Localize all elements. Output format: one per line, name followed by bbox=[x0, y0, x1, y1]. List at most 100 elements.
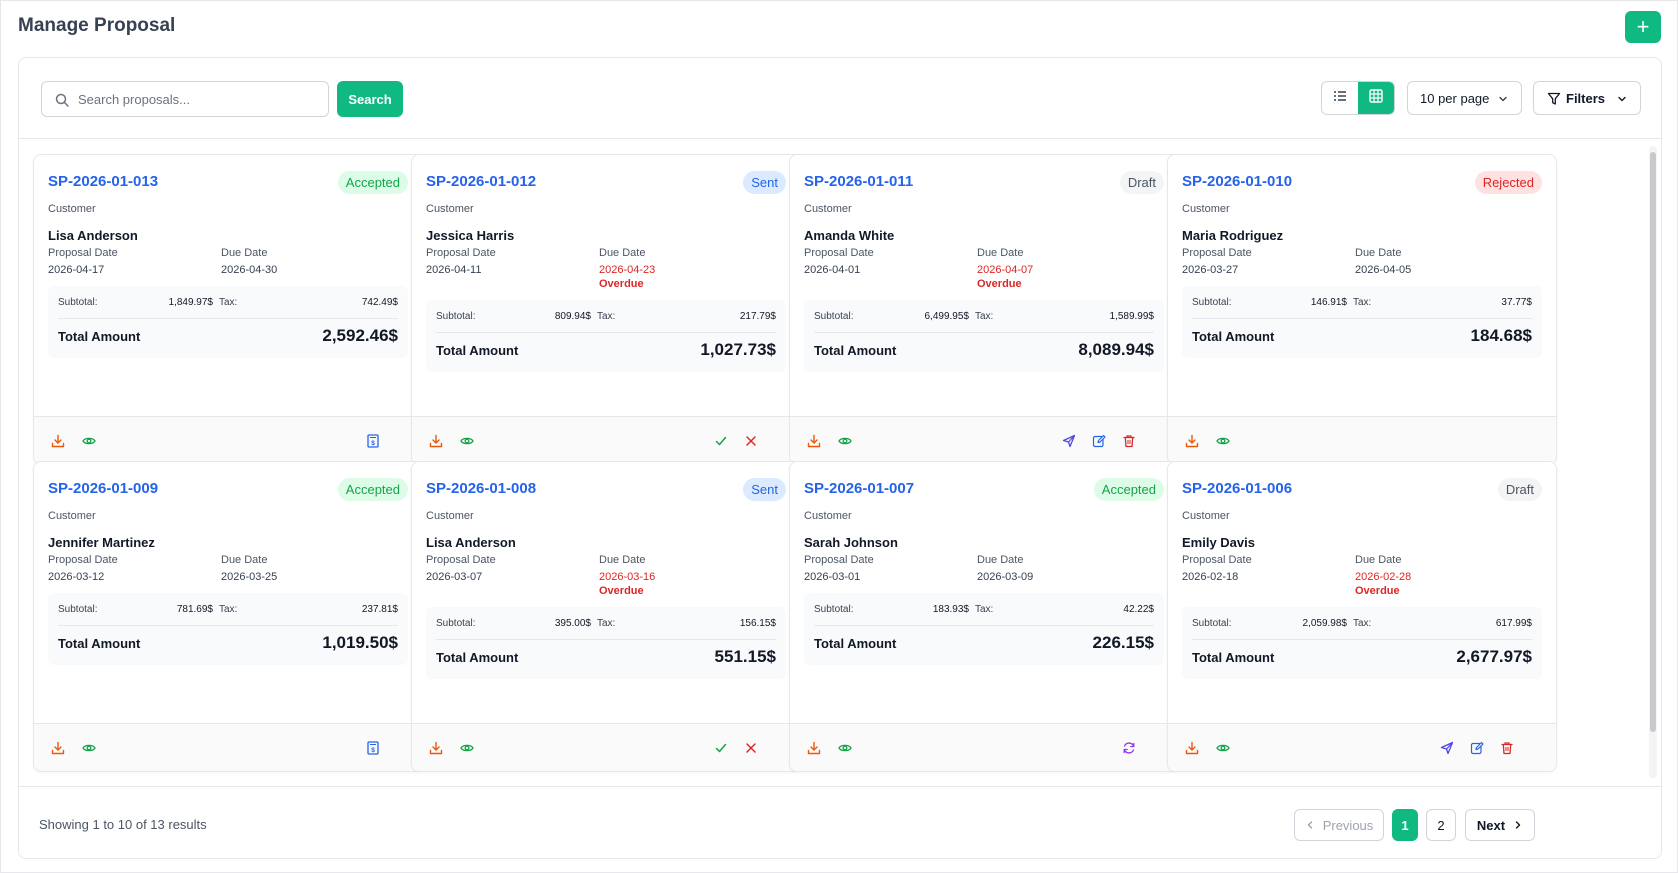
customer-label: Customer bbox=[48, 203, 96, 215]
view-icon bbox=[460, 434, 474, 448]
proposal-number-link[interactable]: SP-2026-01-007 bbox=[804, 480, 915, 497]
invoice-action-button[interactable]: $ bbox=[364, 739, 382, 757]
view-toggle bbox=[1321, 81, 1395, 115]
customer-name: Lisa Anderson bbox=[426, 535, 516, 550]
subtotal-label: Subtotal: bbox=[1192, 297, 1232, 308]
scrollbar[interactable] bbox=[1649, 146, 1657, 778]
view-action-button[interactable] bbox=[458, 432, 476, 450]
add-proposal-button[interactable]: + bbox=[1625, 11, 1661, 43]
page-title: Manage Proposal bbox=[18, 15, 176, 36]
proposal-number-link[interactable]: SP-2026-01-012 bbox=[426, 173, 537, 190]
total-amount-label: Total Amount bbox=[58, 329, 141, 344]
page-button-2[interactable]: 2 bbox=[1426, 809, 1456, 841]
customer-label: Customer bbox=[804, 203, 852, 215]
previous-label: Previous bbox=[1322, 817, 1374, 833]
send-action-button[interactable] bbox=[1438, 739, 1456, 757]
status-badge: Draft bbox=[1119, 171, 1164, 194]
view-action-button[interactable] bbox=[458, 739, 476, 757]
tax-value: 37.77$ bbox=[1501, 297, 1532, 308]
proposal-date-label: Proposal Date bbox=[48, 554, 118, 566]
edit-action-button[interactable] bbox=[1090, 432, 1108, 450]
total-amount-value: 8,089.94$ bbox=[1078, 340, 1154, 359]
download-action-button[interactable] bbox=[1183, 432, 1201, 450]
view-action-button[interactable] bbox=[836, 739, 854, 757]
view-action-button[interactable] bbox=[80, 432, 98, 450]
accept-icon bbox=[714, 434, 728, 448]
status-badge: Sent bbox=[743, 478, 786, 501]
send-action-button[interactable] bbox=[1060, 432, 1078, 450]
due-date-value: 2026-03-09 bbox=[977, 571, 1034, 583]
delete-icon bbox=[1122, 434, 1136, 448]
proposal-number-link[interactable]: SP-2026-01-013 bbox=[48, 173, 159, 190]
filters-button[interactable]: Filters bbox=[1533, 81, 1641, 115]
customer-label: Customer bbox=[426, 510, 474, 522]
total-amount-value: 2,677.97$ bbox=[1456, 647, 1532, 666]
customer-name: Jessica Harris bbox=[426, 228, 515, 243]
edit-icon bbox=[1092, 434, 1106, 448]
accept-action-button[interactable] bbox=[712, 432, 730, 450]
view-icon bbox=[82, 741, 96, 755]
filter-icon bbox=[1547, 92, 1561, 109]
reject-action-button[interactable] bbox=[742, 739, 760, 757]
subtotal-value: 2,059.98$ bbox=[1302, 618, 1348, 629]
proposal-date-value: 2026-04-11 bbox=[426, 264, 482, 276]
previous-page-button[interactable]: Previous bbox=[1294, 809, 1384, 841]
download-action-button[interactable] bbox=[427, 432, 445, 450]
subtotal-value: 146.91$ bbox=[1310, 297, 1347, 308]
due-date-value: 2026-03-25 bbox=[221, 571, 278, 583]
tax-label: Tax: bbox=[975, 604, 994, 615]
view-action-button[interactable] bbox=[836, 432, 854, 450]
download-action-button[interactable] bbox=[49, 432, 67, 450]
scrollbar-thumb[interactable] bbox=[1650, 152, 1656, 732]
customer-label: Customer bbox=[48, 510, 96, 522]
view-action-button[interactable] bbox=[1214, 739, 1232, 757]
edit-action-button[interactable] bbox=[1468, 739, 1486, 757]
totals-box: Subtotal: 146.91$ Tax: 37.77$ Total Amount 18… bbox=[1182, 286, 1542, 358]
delete-action-button[interactable] bbox=[1120, 432, 1138, 450]
customer-name: Sarah Johnson bbox=[804, 535, 898, 550]
download-icon bbox=[1185, 741, 1199, 755]
overdue-label: Overdue bbox=[599, 278, 644, 290]
refresh-icon bbox=[1122, 741, 1136, 755]
tax-value: 156.15$ bbox=[739, 618, 776, 629]
accept-action-button[interactable] bbox=[712, 739, 730, 757]
proposal-number-link[interactable]: SP-2026-01-011 bbox=[804, 173, 914, 190]
accept-icon bbox=[714, 741, 728, 755]
proposal-card: SP-2026-01-007 Accepted Customer Sarah John… bbox=[789, 461, 1179, 772]
due-date-label: Due Date bbox=[221, 247, 268, 259]
refresh-action-button[interactable] bbox=[1120, 739, 1138, 757]
view-action-button[interactable] bbox=[80, 739, 98, 757]
proposal-number-link[interactable]: SP-2026-01-009 bbox=[48, 480, 159, 497]
send-icon bbox=[1440, 741, 1454, 755]
due-date-value: 2026-04-07 bbox=[977, 264, 1034, 276]
search-input[interactable] bbox=[78, 82, 323, 116]
proposal-number-link[interactable]: SP-2026-01-006 bbox=[1182, 480, 1293, 497]
totals-box: Subtotal: 6,499.95$ Tax: 1,589.99$ Total Amo… bbox=[804, 300, 1164, 372]
download-action-button[interactable] bbox=[1183, 739, 1201, 757]
tax-label: Tax: bbox=[1353, 297, 1372, 308]
invoice-action-button[interactable]: $ bbox=[364, 432, 382, 450]
proposal-date-label: Proposal Date bbox=[804, 554, 874, 566]
totals-divider bbox=[58, 625, 398, 626]
total-amount-value: 184.68$ bbox=[1470, 326, 1532, 345]
download-action-button[interactable] bbox=[805, 432, 823, 450]
list-view-button[interactable] bbox=[1322, 82, 1358, 114]
due-date-label: Due Date bbox=[599, 554, 646, 566]
totals-divider bbox=[1192, 639, 1532, 640]
download-action-button[interactable] bbox=[805, 739, 823, 757]
reject-action-button[interactable] bbox=[742, 432, 760, 450]
search-button[interactable]: Search bbox=[337, 81, 403, 117]
totals-box: Subtotal: 2,059.98$ Tax: 617.99$ Total Amoun… bbox=[1182, 607, 1542, 679]
grid-view-button[interactable] bbox=[1358, 82, 1394, 114]
view-action-button[interactable] bbox=[1214, 432, 1232, 450]
card-actions: $ bbox=[34, 723, 422, 771]
download-action-button[interactable] bbox=[427, 739, 445, 757]
download-action-button[interactable] bbox=[49, 739, 67, 757]
proposal-number-link[interactable]: SP-2026-01-010 bbox=[1182, 173, 1293, 190]
delete-action-button[interactable] bbox=[1498, 739, 1516, 757]
next-page-button[interactable]: Next bbox=[1465, 809, 1535, 841]
page-button-1[interactable]: 1 bbox=[1392, 809, 1418, 841]
per-page-select[interactable]: 10 per page bbox=[1407, 81, 1522, 115]
proposal-number-link[interactable]: SP-2026-01-008 bbox=[426, 480, 537, 497]
card-actions bbox=[412, 416, 800, 464]
